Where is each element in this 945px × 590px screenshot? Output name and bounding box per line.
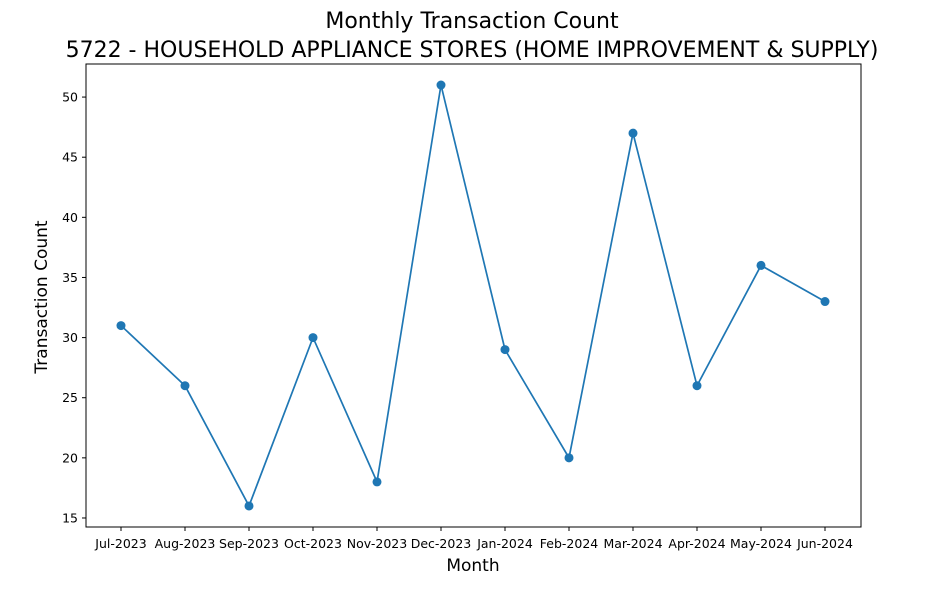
x-axis-ticks: Jul-2023 Aug-2023 Sep-2023 Oct-2023 Nov-2023… bbox=[94, 527, 853, 551]
y-axis-label: Transaction Count bbox=[32, 220, 52, 374]
chart-title: Monthly Transaction Count bbox=[325, 9, 619, 34]
data-point bbox=[500, 345, 510, 355]
x-tick-label: Nov-2023 bbox=[347, 536, 407, 551]
y-tick-label: 35 bbox=[62, 270, 78, 285]
data-point bbox=[820, 297, 830, 307]
data-point bbox=[372, 477, 382, 487]
x-tick-label: Mar-2024 bbox=[603, 536, 662, 551]
data-point bbox=[628, 128, 638, 138]
data-point bbox=[756, 260, 766, 270]
y-axis-ticks: 15 20 25 30 35 40 45 50 bbox=[62, 90, 86, 525]
series-markers bbox=[116, 80, 830, 511]
x-tick-label: May-2024 bbox=[730, 536, 792, 551]
y-tick-label: 15 bbox=[62, 510, 78, 525]
plot-area-frame bbox=[85, 63, 862, 528]
y-tick-label: 30 bbox=[62, 330, 78, 345]
x-tick-label: Oct-2023 bbox=[284, 536, 342, 551]
data-point bbox=[180, 381, 190, 391]
x-tick-label: Apr-2024 bbox=[668, 536, 725, 551]
data-point bbox=[692, 381, 702, 391]
x-tick-label: Dec-2023 bbox=[411, 536, 472, 551]
y-tick-label: 50 bbox=[62, 90, 78, 105]
y-tick-label: 40 bbox=[62, 210, 78, 225]
x-tick-label: Jul-2023 bbox=[94, 536, 146, 551]
x-tick-label: Sep-2023 bbox=[219, 536, 279, 551]
x-tick-label: Aug-2023 bbox=[155, 536, 216, 551]
data-point bbox=[564, 453, 574, 463]
y-tick-label: 45 bbox=[62, 150, 78, 165]
y-tick-label: 25 bbox=[62, 390, 78, 405]
series-line bbox=[120, 84, 826, 509]
x-tick-label: Jan-2024 bbox=[476, 536, 533, 551]
data-point bbox=[244, 501, 254, 511]
x-tick-label: Jun-2024 bbox=[796, 536, 853, 551]
x-tick-label: Feb-2024 bbox=[540, 536, 599, 551]
data-point bbox=[308, 333, 318, 343]
chart-subtitle: 5722 - HOUSEHOLD APPLIANCE STORES (HOME … bbox=[66, 38, 879, 63]
data-point bbox=[436, 80, 446, 90]
data-point bbox=[116, 321, 126, 331]
y-tick-label: 20 bbox=[62, 450, 78, 465]
x-axis-label: Month bbox=[446, 556, 499, 576]
